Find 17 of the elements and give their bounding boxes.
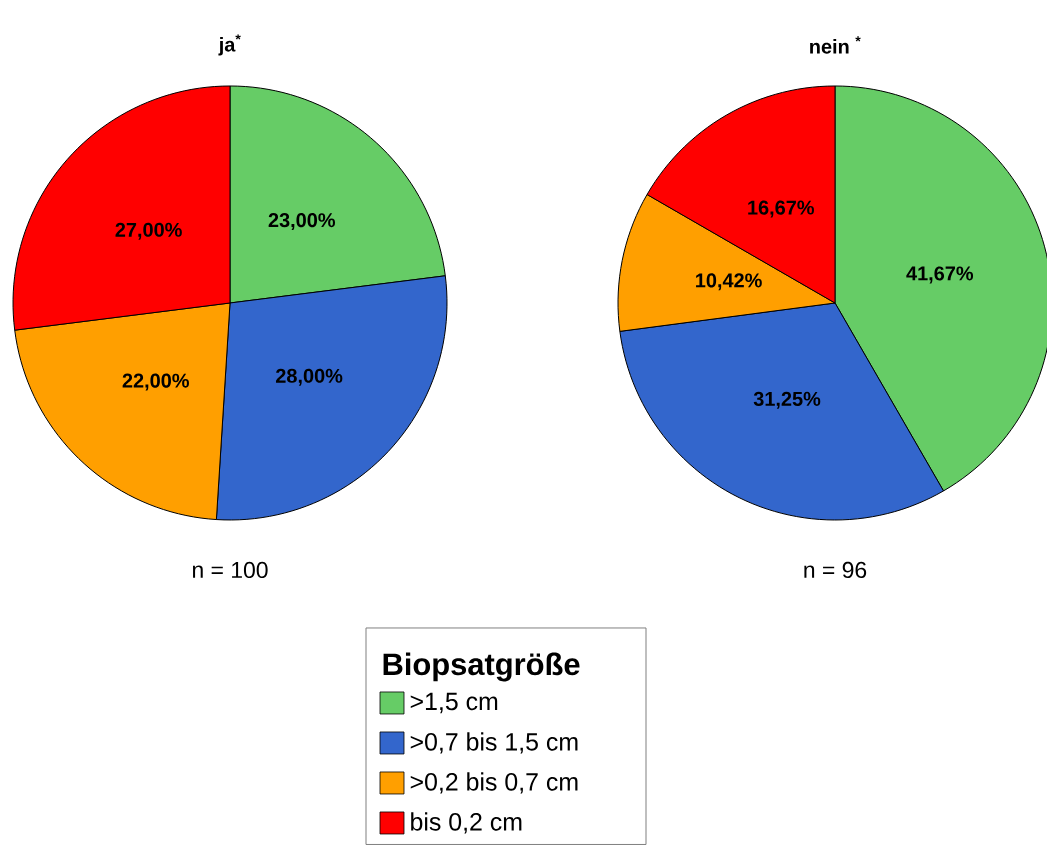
legend-label: bis 0,2 cm — [411, 812, 522, 834]
chart-title: nein $^{*}$ — [810, 36, 861, 54]
chart-title: ja$^{*}$ — [218, 34, 241, 56]
text: n = 96 — [804, 561, 867, 579]
legend-label: >0,7 bis 1,5 cm — [410, 732, 578, 754]
data-label: 16,67% — [748, 200, 814, 218]
data-label: 10,42% — [696, 273, 762, 291]
legend-label: >1,5 cm — [410, 692, 498, 714]
text: n = 100 — [192, 561, 268, 579]
legend-label: >0,2 bis 0,7 cm — [410, 772, 578, 794]
data-label: 31,25% — [753, 391, 821, 409]
data-label: 27,00% — [115, 222, 182, 240]
data-label: 28,00% — [276, 368, 343, 386]
data-label: 23,00% — [268, 213, 336, 231]
legend-title: Biopsatgröße — [383, 652, 580, 682]
data-label: 22,00% — [122, 373, 189, 391]
data-label: 41,67% — [906, 266, 974, 284]
